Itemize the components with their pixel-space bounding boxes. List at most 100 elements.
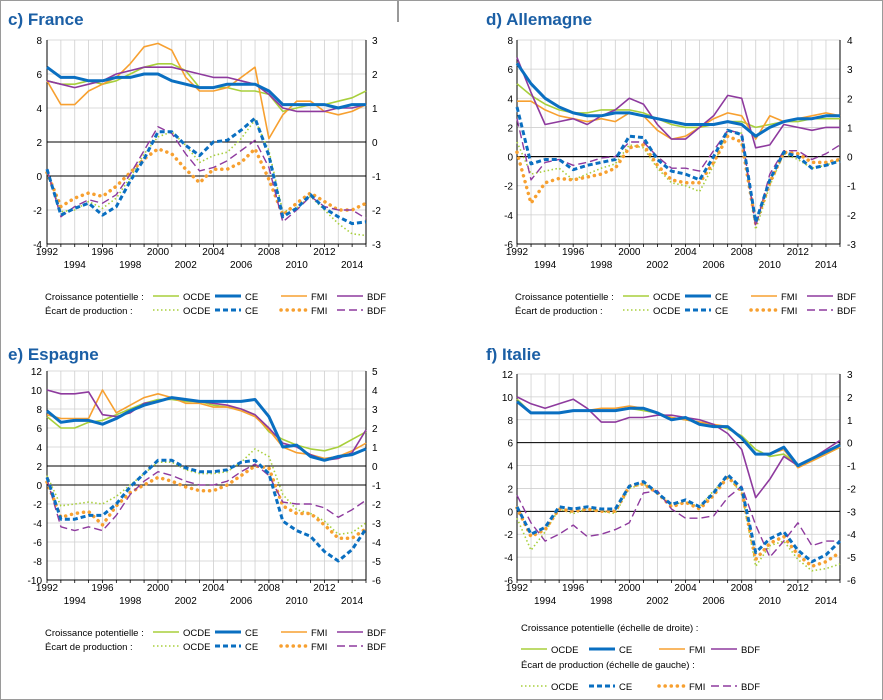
chart-legend: Croissance potentielle : OCDE CE FMI BDF Écar…	[45, 628, 386, 653]
right-tick-label: -1	[372, 481, 381, 492]
left-tick-label: 8	[507, 416, 513, 427]
series-line-gap-bdf	[516, 118, 841, 228]
series-line-gap-fmi	[515, 134, 842, 226]
x-tick-label: 2012	[313, 583, 336, 594]
right-tick-label: 4	[847, 36, 853, 47]
series-line-gap-bdf	[46, 125, 367, 223]
left-tick-label: 8	[507, 36, 513, 47]
series-line-potential-bdf	[516, 57, 840, 149]
right-tick-label: -4	[847, 530, 856, 541]
chart-legend: Croissance potentielle : OCDE CE FMI BDF Écar…	[515, 292, 856, 317]
x-tick-label: 2006	[230, 596, 253, 607]
right-tick-label: -5	[847, 553, 856, 564]
x-tick-label: 2000	[147, 583, 170, 594]
legend-row-label: Croissance potentielle :	[515, 292, 614, 303]
left-tick-label: 4	[507, 462, 513, 473]
legend-row-label: Écart de production :	[45, 306, 133, 317]
legend-entry-label: FMI	[689, 682, 705, 693]
right-tick-label: 1	[847, 416, 853, 427]
left-tick-label: 4	[36, 443, 42, 454]
x-tick-label: 1996	[91, 583, 114, 594]
right-tick-label: -3	[372, 240, 381, 251]
right-tick-label: 0	[372, 462, 378, 473]
right-tick-label: -3	[847, 240, 856, 251]
right-tick-label: 1	[372, 443, 378, 454]
x-tick-label: 1992	[36, 247, 59, 258]
right-tick-label: -6	[372, 576, 381, 587]
left-tick-label: 6	[36, 424, 42, 435]
legend-entry-label: BDF	[367, 292, 386, 303]
left-tick-label: 2	[36, 138, 42, 149]
x-tick-label: 2000	[147, 247, 170, 258]
legend-entry-label: FMI	[311, 628, 327, 639]
right-tick-label: 2	[847, 393, 853, 404]
x-tick-label: 2010	[759, 260, 782, 271]
x-tick-label: 2014	[341, 596, 364, 607]
left-tick-label: -4	[33, 240, 42, 251]
left-tick-label: 6	[507, 65, 513, 76]
chart-title: c) France	[8, 10, 84, 29]
legend-entry-label: OCDE	[183, 292, 210, 303]
left-tick-label: -6	[504, 576, 513, 587]
legend-row-label: Croissance potentielle :	[45, 292, 144, 303]
right-tick-label: 3	[847, 370, 853, 381]
x-tick-label: 2006	[702, 260, 725, 271]
legend-entry-label: CE	[619, 645, 632, 656]
x-tick-label: 2010	[286, 596, 309, 607]
x-tick-label: 2000	[618, 583, 641, 594]
left-tick-label: -10	[28, 576, 43, 587]
left-tick-label: 0	[36, 172, 42, 183]
x-tick-label: 2014	[815, 596, 838, 607]
legend-entry-label: FMI	[311, 292, 327, 303]
legend-entry-label: BDF	[837, 292, 856, 303]
series-line-potential-fmi	[46, 42, 367, 140]
right-tick-label: 0	[847, 153, 853, 164]
chart-title: f) Italie	[486, 345, 541, 364]
legend-row-label: Croissance potentielle (échelle de droit…	[521, 623, 698, 634]
x-tick-label: 2012	[787, 247, 810, 258]
legend-entry-label: OCDE	[551, 682, 578, 693]
x-tick-label: 2004	[674, 583, 697, 594]
right-tick-label: 1	[372, 104, 378, 115]
series-line-gap-fmi	[515, 475, 842, 569]
right-tick-label: 3	[372, 36, 378, 47]
left-tick-label: -2	[33, 500, 42, 511]
x-tick-label: 2004	[202, 247, 225, 258]
right-tick-label: -1	[372, 172, 381, 183]
legend-row-label: Écart de production (échelle de gauche) …	[521, 660, 695, 671]
legend-entry-label: BDF	[367, 642, 386, 653]
x-tick-label: 2002	[646, 596, 669, 607]
x-tick-label: 2006	[230, 260, 253, 271]
legend-entry-label: CE	[245, 642, 258, 653]
left-tick-label: 6	[36, 70, 42, 81]
x-tick-label: 2006	[702, 596, 725, 607]
legend-entry-label: OCDE	[653, 292, 680, 303]
right-tick-label: -3	[847, 507, 856, 518]
x-tick-label: 2014	[341, 260, 364, 271]
x-tick-label: 2002	[175, 596, 198, 607]
right-tick-label: 1	[847, 123, 853, 134]
x-tick-label: 2012	[787, 583, 810, 594]
legend-entry-label: BDF	[741, 645, 760, 656]
x-tick-label: 2000	[618, 247, 641, 258]
right-tick-label: 2	[372, 70, 378, 81]
series-line-gap-ce	[45, 116, 367, 226]
chart-legend: Croissance potentielle : OCDE CE FMI BDF Écar…	[45, 292, 386, 317]
right-tick-label: 5	[372, 367, 378, 378]
x-tick-label: 1994	[64, 596, 87, 607]
series-line-potential-ce	[46, 396, 367, 462]
chart-panel-1: c) France -4 -2 0 2 4 6 8 -3 -2 -1 0 1 2 3 1992 1996 2000…	[8, 10, 386, 317]
left-tick-label: -6	[504, 240, 513, 251]
left-tick-label: 2	[507, 484, 513, 495]
x-tick-label: 1998	[590, 596, 613, 607]
chart-panel-4: f) Italie-6-4-2024681012-6-5-4-3-2-10123…	[486, 345, 856, 693]
legend-entry-label: CE	[245, 306, 258, 317]
chart-panel-2: d) Allemagne -6 -4 -2 0 2 4 6 8 -3 -2 -1 0 1 2 3 4 1992 19…	[486, 10, 856, 317]
x-tick-label: 2008	[258, 247, 281, 258]
chart-panel-3: e) Espagne-10-8-6-4-2024681012-6-5-4-3-2…	[8, 345, 386, 653]
left-tick-label: 8	[36, 405, 42, 416]
right-tick-label: 3	[372, 405, 378, 416]
legend-row-label: Croissance potentielle :	[45, 628, 144, 639]
x-tick-label: 1992	[36, 583, 59, 594]
